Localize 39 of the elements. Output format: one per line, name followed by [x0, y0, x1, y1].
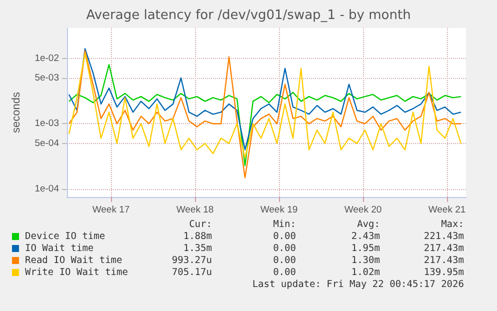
text: 221.43m	[422, 231, 464, 243]
y-tick-label: 5e-04	[34, 138, 59, 149]
text: 0.00	[272, 231, 296, 243]
legend-label: IO Wait time	[24, 243, 95, 255]
text: 0.00	[272, 255, 296, 267]
text: 0.00	[272, 267, 296, 279]
x-tick-label: Week 19	[260, 204, 298, 216]
text: 993.27u	[170, 255, 212, 267]
text: Last update: Fri May 22 00:45:17 2026	[251, 279, 464, 291]
text: 1.88m	[182, 231, 212, 243]
y-tick-label: 1e-04	[34, 184, 59, 195]
text: 139.95m	[422, 267, 464, 279]
text: 705.17u	[170, 267, 212, 279]
legend-label: Read IO Wait time	[24, 255, 124, 267]
text: Max:	[440, 219, 464, 231]
text: 1.95m	[350, 243, 380, 255]
text: 217.43m	[422, 255, 464, 267]
y-tick-label: 1e-03	[34, 118, 59, 130]
chart-title: Average latency for /dev/vg01/swap_1 - by month	[86, 8, 411, 23]
text: Min:	[272, 219, 296, 231]
text: 1.35m	[182, 243, 212, 255]
text: 0.00	[272, 243, 296, 255]
y-tick-label: 1e-02	[34, 52, 59, 64]
legend-label: Write IO Wait time	[24, 267, 128, 279]
x-tick-label: Week 21	[428, 204, 466, 216]
x-tick-label: Week 20	[344, 204, 382, 216]
legend-label: Device IO time	[24, 231, 106, 243]
text: Avg:	[356, 219, 380, 231]
x-tick-label: Week 18	[176, 204, 214, 216]
text: 217.43m	[422, 243, 464, 255]
text: 2.43m	[350, 231, 380, 243]
line-series	[68, 50, 462, 178]
line-series	[68, 64, 462, 166]
x-tick-label: Week 17	[92, 204, 130, 216]
text: 1.30m	[350, 255, 380, 267]
text: 1.02m	[350, 267, 380, 279]
y-axis-title: seconds	[10, 92, 22, 133]
text: Cur:	[188, 219, 212, 231]
y-tick-label: 5e-03	[34, 72, 59, 84]
